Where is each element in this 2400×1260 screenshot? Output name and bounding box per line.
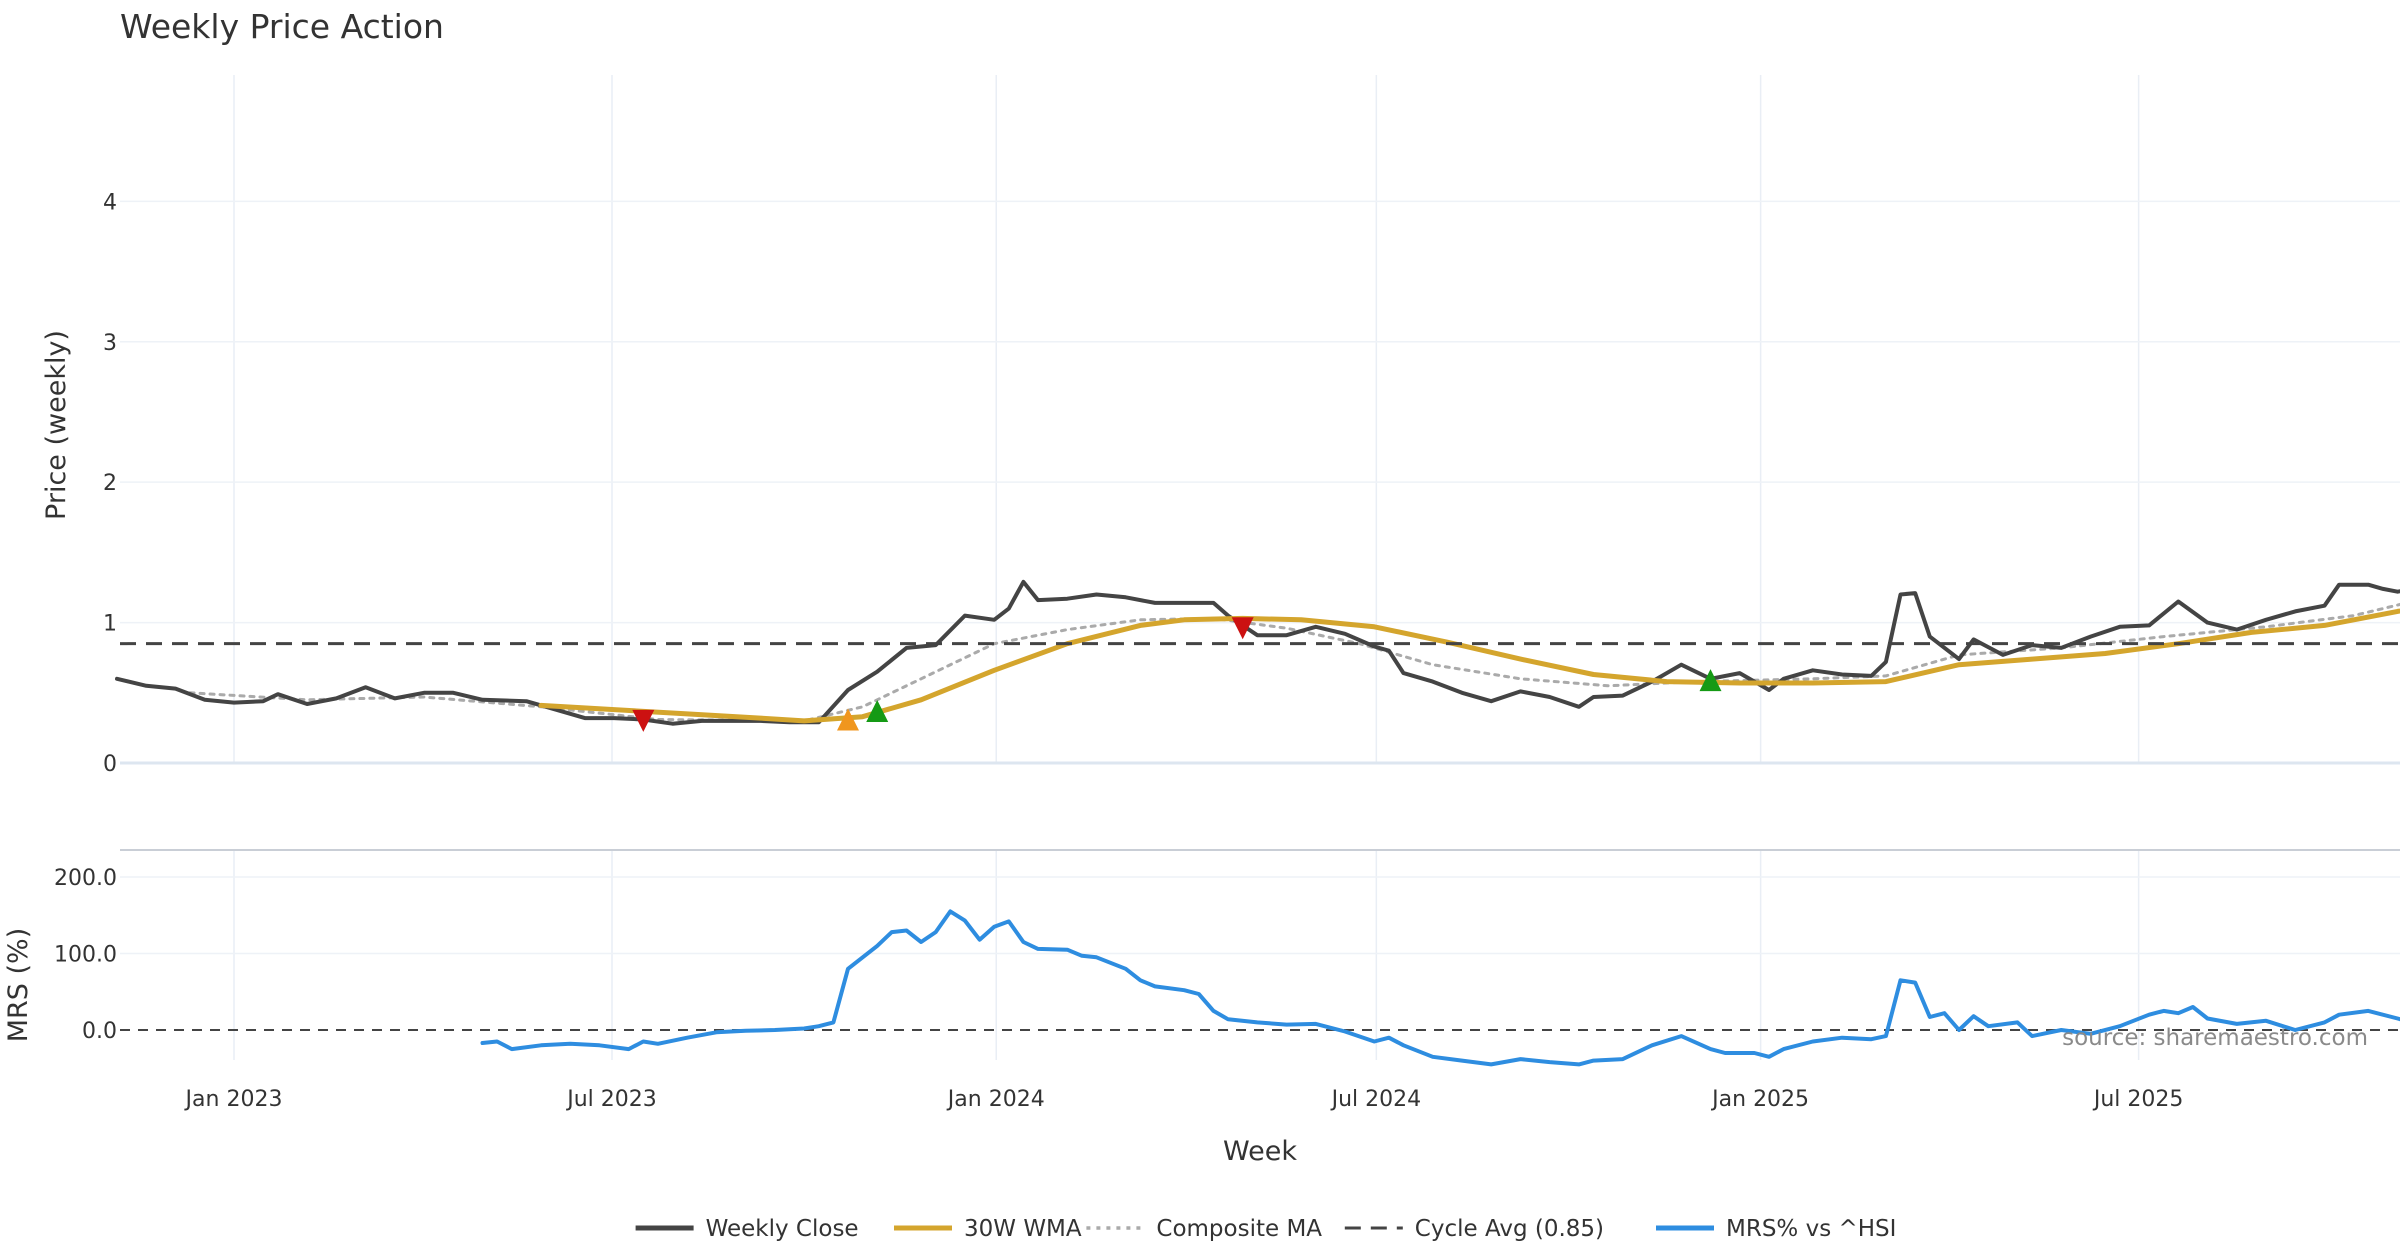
mrs-y-tick-label: 100.0 <box>54 943 117 968</box>
price-y-tick-label: 0 <box>103 752 117 777</box>
mrs-y-tick-label: 0.0 <box>82 1019 117 1044</box>
x-tick-label: Jan 2024 <box>946 1087 1045 1112</box>
price-y-tick-label: 2 <box>103 471 117 496</box>
legend-label: Composite MA <box>1156 1216 1322 1242</box>
signal-marker-sell <box>1231 617 1254 640</box>
x-tick-label: Jan 2025 <box>1710 1087 1809 1112</box>
x-tick-label: Jul 2025 <box>2092 1087 2184 1112</box>
series-weekly-close <box>115 579 2400 726</box>
legend-label: MRS% vs ^HSI <box>1726 1216 1896 1242</box>
chart-title: Weekly Price Action <box>120 7 444 46</box>
x-axis-title: Week <box>1223 1136 1297 1167</box>
series-mrs-vs-hsi <box>480 909 2400 1067</box>
legend-label: Cycle Avg (0.85) <box>1415 1216 1604 1242</box>
signal-marker-sell <box>632 709 655 732</box>
mrs-axis-title: MRS (%) <box>3 928 34 1043</box>
x-tick-label: Jan 2023 <box>184 1087 283 1112</box>
signal-marker-buy-orange <box>836 708 859 731</box>
x-tick-label: Jul 2023 <box>565 1087 657 1112</box>
price-y-tick-label: 1 <box>103 612 117 637</box>
axis-layer: Jan 2023 Jul 2023 Jan 2024 Jul 2024 Jan 2025… <box>54 190 2183 1112</box>
legend-label: 30W WMA <box>964 1216 1082 1242</box>
series-30w-wma <box>538 608 2400 724</box>
price-y-tick-label: 4 <box>103 190 117 215</box>
signal-marker-buy <box>1699 669 1722 692</box>
series-layer <box>115 579 2400 1067</box>
legend: Weekly Close 30W WMA Composite MA Cycle Avg… <box>635 1216 1896 1242</box>
legend-label: Weekly Close <box>706 1216 859 1242</box>
price-y-tick-label: 3 <box>103 331 117 356</box>
grid-layer <box>120 75 2400 1060</box>
signal-marker-buy <box>866 700 889 723</box>
mrs-y-tick-label: 200.0 <box>54 866 117 891</box>
price-axis-title: Price (weekly) <box>41 330 72 520</box>
x-tick-label: Jul 2024 <box>1330 1087 1422 1112</box>
source-note: source: sharemaestro.com <box>2062 1025 2368 1051</box>
